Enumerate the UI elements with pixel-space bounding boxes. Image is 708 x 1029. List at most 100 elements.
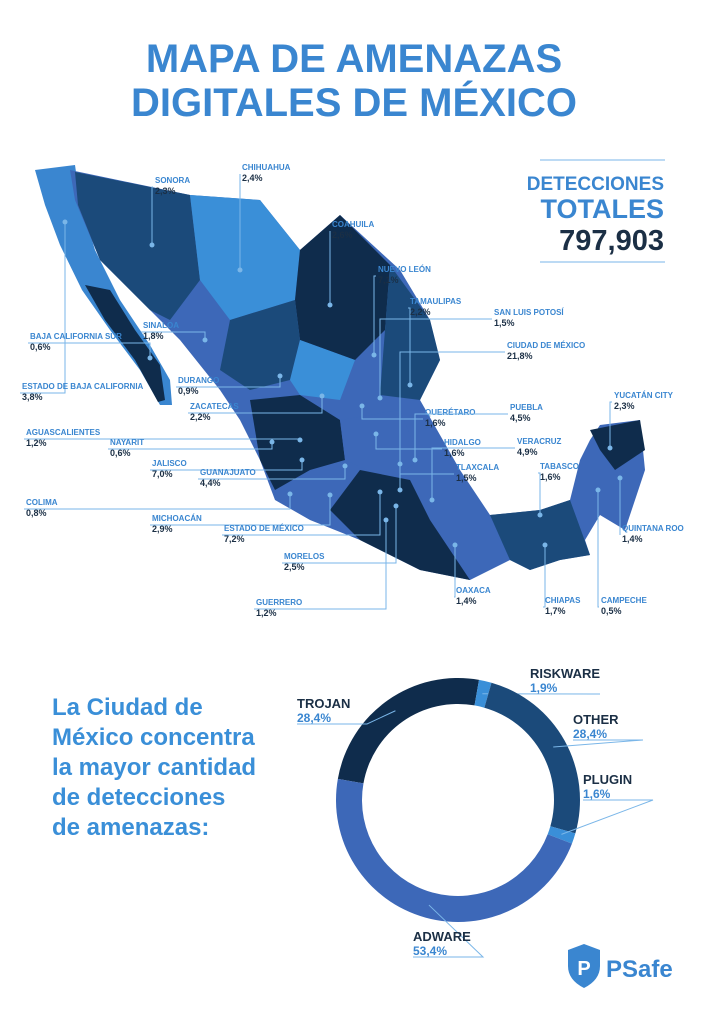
state-name: SONORA: [155, 176, 190, 185]
state-name: MORELOS: [284, 552, 325, 561]
state-dot: [203, 338, 208, 343]
state-share: 1,5%: [494, 318, 515, 328]
state-share: 1,6%: [540, 472, 561, 482]
state-name: DURANGO: [178, 376, 219, 385]
state-share: 2,6%: [332, 230, 353, 240]
state-share: 0,6%: [110, 448, 131, 458]
leader-line: [553, 740, 643, 747]
state-dot: [278, 374, 283, 379]
state-name: JALISCO: [152, 459, 187, 468]
state-dot: [408, 383, 413, 388]
state-share: 1,4%: [456, 596, 477, 606]
slice-label: 53,4%: [413, 944, 447, 958]
state-share: 21,8%: [507, 351, 533, 361]
state-dot: [430, 498, 435, 503]
state-dot: [538, 513, 543, 518]
state-name: AGUASCALIENTES: [26, 428, 101, 437]
state-share: 2,3%: [155, 186, 176, 196]
logo-mark: P: [577, 958, 590, 980]
state-name: ESTADO DE MÉXICO: [224, 524, 304, 533]
state-dot: [300, 458, 305, 463]
state-share: 4,4%: [200, 478, 221, 488]
state-share: 1,6%: [444, 448, 465, 458]
state-name: SAN LUIS POTOSÍ: [494, 308, 564, 317]
slice-label: 28,4%: [573, 727, 607, 741]
state-dot: [453, 543, 458, 548]
state-name: HIDALGO: [444, 438, 481, 447]
state-share: 0,5%: [601, 606, 622, 616]
state-dot: [394, 504, 399, 509]
title-line: DIGITALES DE MÉXICO: [131, 80, 577, 125]
state-dot: [298, 438, 303, 443]
state-name: TLAXCALA: [456, 463, 499, 472]
state-share: 2,2%: [410, 307, 431, 317]
state-dot: [596, 488, 601, 493]
state-name: GUANAJUATO: [200, 468, 256, 477]
state-share: 7,1%: [378, 275, 399, 285]
state-name: GUERRERO: [256, 598, 302, 607]
slice-name: OTHER: [573, 712, 619, 727]
state-name: CAMPECHE: [601, 596, 647, 605]
state-share: 0,8%: [26, 508, 47, 518]
slice-name: PLUGIN: [583, 772, 632, 787]
state-share: 1,7%: [545, 606, 566, 616]
slice-label: 1,6%: [583, 787, 611, 801]
state-share: 4,9%: [517, 447, 538, 457]
totals-label: TOTALES: [540, 194, 664, 224]
state-dot: [374, 432, 379, 437]
leader-line: [20, 222, 65, 393]
state-dot: [148, 356, 153, 361]
state-name: VERACRUZ: [517, 437, 562, 446]
state-share: 3,8%: [22, 392, 43, 402]
state-name: CHIAPAS: [545, 596, 581, 605]
state-name: CIUDAD DE MÉXICO: [507, 341, 585, 350]
state-name: OAXACA: [456, 586, 491, 595]
state-share: 1,6%: [425, 418, 446, 428]
donut-slice: [336, 779, 572, 922]
totals-label: DETECCIONES: [527, 174, 664, 195]
state-name: COLIMA: [26, 498, 58, 507]
state-dot: [618, 476, 623, 481]
caption-line: de amenazas:: [52, 814, 209, 841]
state-share: 2,3%: [614, 401, 635, 411]
slice-label: 1,9%: [530, 681, 558, 695]
slice-name: TROJAN: [297, 696, 350, 711]
state-dot: [398, 488, 403, 493]
state-share: 0,9%: [178, 386, 199, 396]
state-share: 2,9%: [152, 524, 173, 534]
state-dot: [398, 462, 403, 467]
caption-line: de detecciones: [52, 784, 225, 811]
state-name: MICHOACÁN: [152, 514, 202, 523]
donut-chart: TROJAN28,4%RISKWARE1,9%OTHER28,4%PLUGIN1…: [297, 666, 653, 958]
state-name: SINALOA: [143, 321, 179, 330]
state-name: TAMAULIPAS: [410, 297, 462, 306]
brand-logo: P PSafe: [568, 944, 673, 988]
state-share: 1,8%: [143, 331, 164, 341]
state-dot: [63, 220, 68, 225]
state-name: NAYARIT: [110, 438, 144, 447]
state-dot: [543, 543, 548, 548]
state-dot: [608, 446, 613, 451]
state-dot: [288, 492, 293, 497]
leader-line: [24, 494, 290, 509]
state-dot: [150, 243, 155, 248]
state-name: TABASCO: [540, 462, 579, 471]
state-dot: [360, 404, 365, 409]
state-share: 1,2%: [26, 438, 47, 448]
state-dot: [413, 458, 418, 463]
donut-slice: [484, 683, 580, 834]
state-dot: [328, 303, 333, 308]
title-line: MAPA DE AMENAZAS: [146, 37, 562, 81]
state-name: BAJA CALIFORNIA SUR: [30, 332, 122, 341]
state-name: ESTADO DE BAJA CALIFORNIA: [22, 382, 144, 391]
state-name: ZACATECAS: [190, 402, 239, 411]
donut-slice: [338, 678, 479, 783]
state-name: CHIHUAHUA: [242, 163, 291, 172]
state-dot: [378, 396, 383, 401]
state-share: 2,2%: [190, 412, 211, 422]
state-dot: [328, 493, 333, 498]
state-share: 1,2%: [256, 608, 277, 618]
state-name: QUERÉTARO: [425, 408, 476, 417]
